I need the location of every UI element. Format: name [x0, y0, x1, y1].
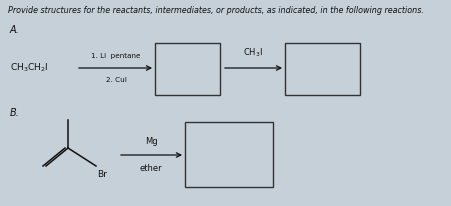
Text: B.: B. — [10, 108, 20, 118]
Text: ether: ether — [139, 164, 162, 173]
Text: Mg: Mg — [144, 137, 157, 146]
Bar — [184, 122, 272, 187]
Text: CH$_3$I: CH$_3$I — [243, 47, 262, 59]
Text: 1. Li  pentane: 1. Li pentane — [91, 53, 140, 59]
Text: Br: Br — [97, 170, 106, 179]
Text: Provide structures for the reactants, intermediates, or products, as indicated, : Provide structures for the reactants, in… — [8, 6, 423, 15]
Text: 2. CuI: 2. CuI — [106, 77, 126, 83]
Text: CH$_3$CH$_2$I: CH$_3$CH$_2$I — [10, 62, 48, 74]
Bar — [285, 43, 359, 95]
Text: A.: A. — [10, 25, 20, 35]
Bar — [155, 43, 220, 95]
